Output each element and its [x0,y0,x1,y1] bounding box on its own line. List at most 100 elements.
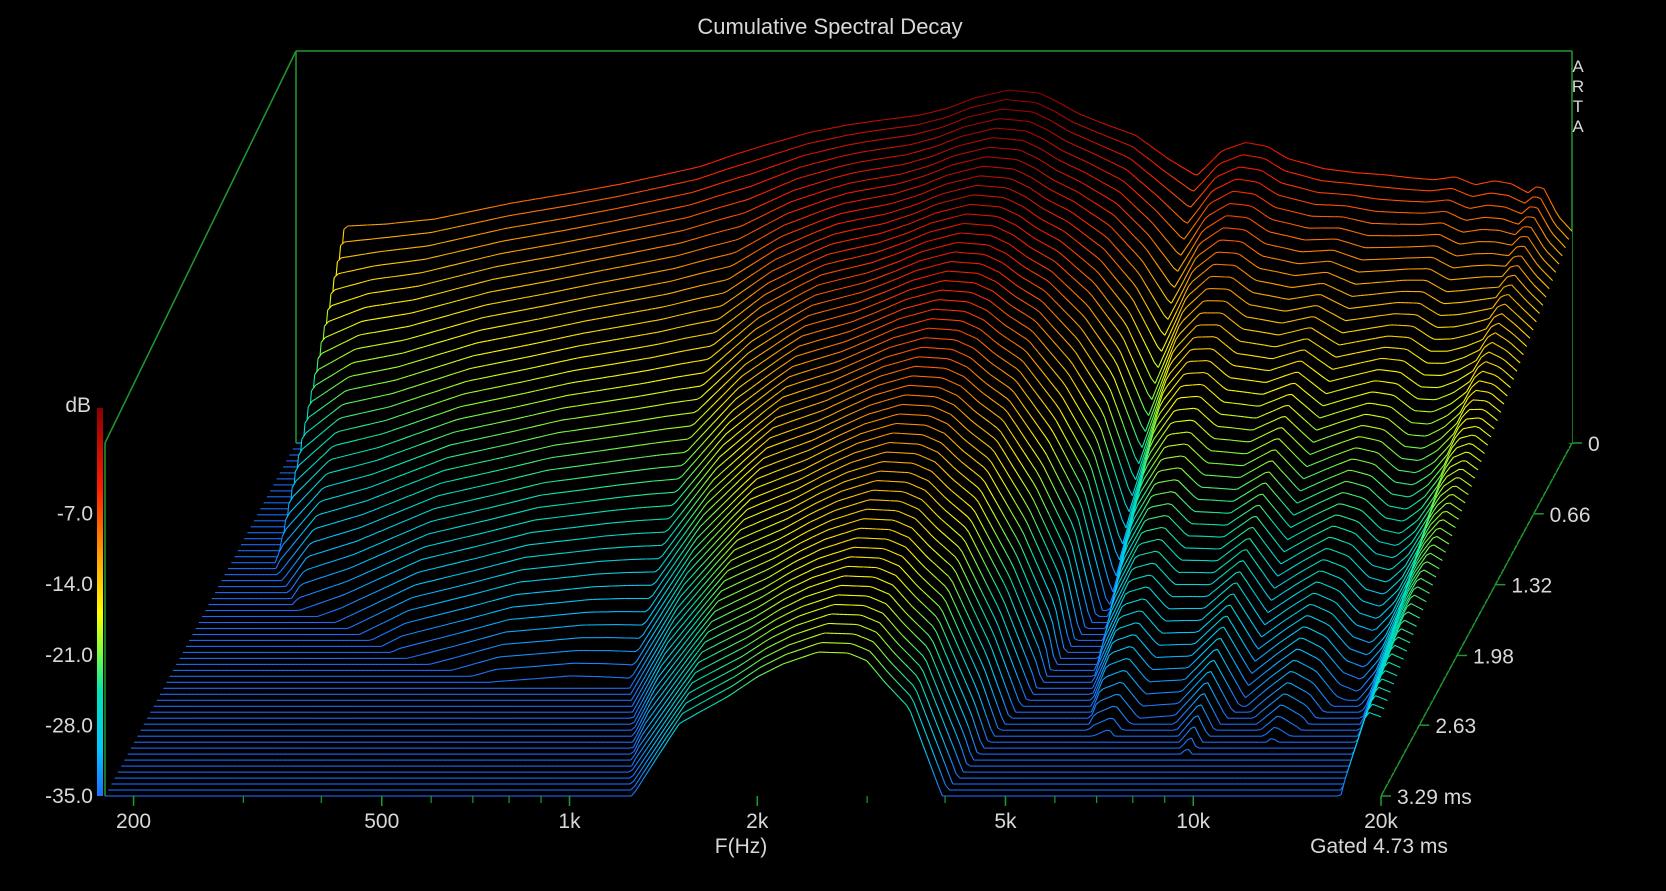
slice-segment [487,267,492,270]
slice-segment [506,383,511,386]
slice-segment [924,147,930,151]
slice-segment [601,233,607,236]
slice-segment [691,249,697,253]
slice-segment [480,292,485,296]
slice-segment [679,241,684,244]
slice-segment [959,126,965,130]
slice-segment [542,245,547,247]
slice-segment [836,156,841,159]
slice-segment [516,285,521,288]
slice-segment [937,151,942,155]
slice-segment [796,166,801,170]
slice-segment [1093,176,1098,180]
slice-segment [504,288,509,290]
slice-segment [953,145,958,149]
slice-segment [359,373,365,375]
slice-segment [1249,218,1254,222]
slice-segment [1292,286,1297,288]
slice-segment [601,352,606,355]
slice-segment [1281,168,1286,172]
slice-segment [1265,294,1270,297]
slice-segment [563,324,568,327]
slice-segment [848,210,854,213]
slice-segment [1462,218,1467,221]
slice-segment [537,305,543,308]
slice-segment [557,230,562,233]
slice-segment [1311,272,1316,275]
slice-segment [591,318,596,321]
slice-segment [695,177,700,181]
slice-segment [439,291,445,294]
slice-segment [377,330,382,333]
slice-segment [627,324,633,326]
slice-segment [871,139,876,142]
slice-segment [664,208,670,211]
slice-segment [1350,206,1355,209]
slice-segment [1496,180,1501,183]
slice-segment [421,258,426,261]
slice-segment [676,194,681,197]
slice-segment [1494,286,1500,289]
slice-segment [1553,247,1559,253]
slice-segment [1448,176,1453,179]
slice-segment [1167,223,1173,229]
slice-segment [1261,306,1267,309]
slice-segment [1293,172,1298,175]
slice-segment [819,150,825,153]
slice-segment [392,314,398,317]
slice-segment [726,216,731,219]
slice-segment [404,300,409,302]
slice-segment [680,193,685,196]
slice-segment [625,228,631,231]
slice-segment [895,136,900,138]
slice-segment [596,211,601,213]
slice-segment [861,217,866,220]
slice-segment [855,237,860,240]
slice-segment [542,316,547,319]
slice-segment [639,190,644,193]
slice-segment [1313,294,1318,296]
slice-segment [594,306,599,308]
slice-segment [734,214,739,217]
slice-segment [419,284,424,287]
slice-segment [421,245,426,248]
slice-segment [603,316,608,319]
slice-segment [1233,155,1239,159]
slice-segment [398,339,403,342]
slice-segment [471,271,476,274]
slice-segment [822,189,828,192]
slice-segment [403,287,408,289]
slice-segment [1267,332,1272,335]
slice-segment [575,202,581,205]
slice-segment [564,217,569,219]
slice-segment [1082,137,1088,140]
slice-segment [878,223,883,226]
slice-segment [580,214,585,216]
slice-segment [627,192,632,195]
slice-segment [452,238,458,241]
slice-segment [614,242,619,245]
slice-segment [582,308,587,311]
slice-segment [527,211,533,214]
slice-segment [1045,163,1051,167]
slice-segment [1545,221,1551,230]
slice-segment [1541,230,1547,239]
slice-segment [1201,178,1207,184]
slice-segment [1563,222,1569,228]
slice-segment [351,374,357,377]
slice-segment [850,123,855,126]
slice-segment [1381,314,1386,317]
slice-segment [1352,171,1357,174]
slice-segment [1358,207,1363,210]
slice-segment [1066,117,1071,122]
slice-segment [1292,223,1297,226]
slice-segment [1507,232,1512,235]
slice-segment [1185,186,1191,190]
slice-segment [508,287,513,290]
slice-segment [645,345,650,348]
slice-segment [1035,124,1041,127]
slice-segment [916,150,922,153]
slice-segment [1309,176,1314,180]
slice-segment [1456,313,1461,316]
slice-segment [766,143,771,146]
